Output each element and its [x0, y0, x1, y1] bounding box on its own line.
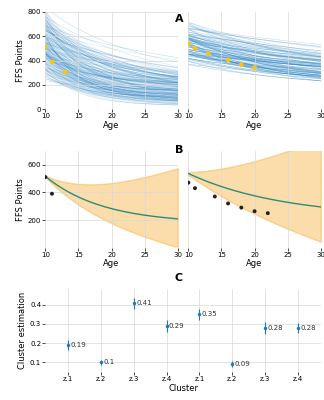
Point — [63, 69, 68, 75]
Point — [252, 208, 257, 214]
Point — [206, 50, 211, 57]
Point — [226, 56, 231, 63]
Point — [226, 200, 231, 207]
Text: 0.28: 0.28 — [267, 325, 283, 331]
Text: 0.09: 0.09 — [235, 361, 250, 367]
Point — [186, 41, 191, 47]
Point — [43, 174, 48, 180]
Y-axis label: FFS Points: FFS Points — [16, 178, 25, 221]
Text: 0.28: 0.28 — [300, 325, 316, 331]
Text: C: C — [175, 273, 183, 283]
Point — [186, 180, 191, 186]
Y-axis label: Cluster estimation: Cluster estimation — [18, 292, 27, 369]
Text: A: A — [175, 14, 184, 24]
Text: 0.1: 0.1 — [103, 359, 115, 365]
Text: 0.29: 0.29 — [169, 323, 185, 329]
Point — [49, 58, 54, 65]
Point — [252, 64, 257, 71]
Point — [192, 185, 198, 191]
Text: 0.41: 0.41 — [136, 300, 152, 306]
Point — [239, 62, 244, 68]
Point — [239, 204, 244, 211]
Point — [192, 45, 198, 51]
X-axis label: Age: Age — [103, 260, 120, 268]
Text: B: B — [175, 145, 183, 155]
X-axis label: Cluster: Cluster — [168, 384, 198, 392]
Y-axis label: FFS Points: FFS Points — [16, 39, 25, 82]
Point — [265, 210, 271, 216]
Point — [212, 193, 217, 200]
X-axis label: Age: Age — [246, 121, 263, 130]
Point — [49, 190, 54, 197]
Text: 0.35: 0.35 — [202, 311, 217, 317]
Text: 0.19: 0.19 — [71, 342, 87, 348]
X-axis label: Age: Age — [246, 260, 263, 268]
Point — [43, 44, 48, 50]
X-axis label: Age: Age — [103, 121, 120, 130]
